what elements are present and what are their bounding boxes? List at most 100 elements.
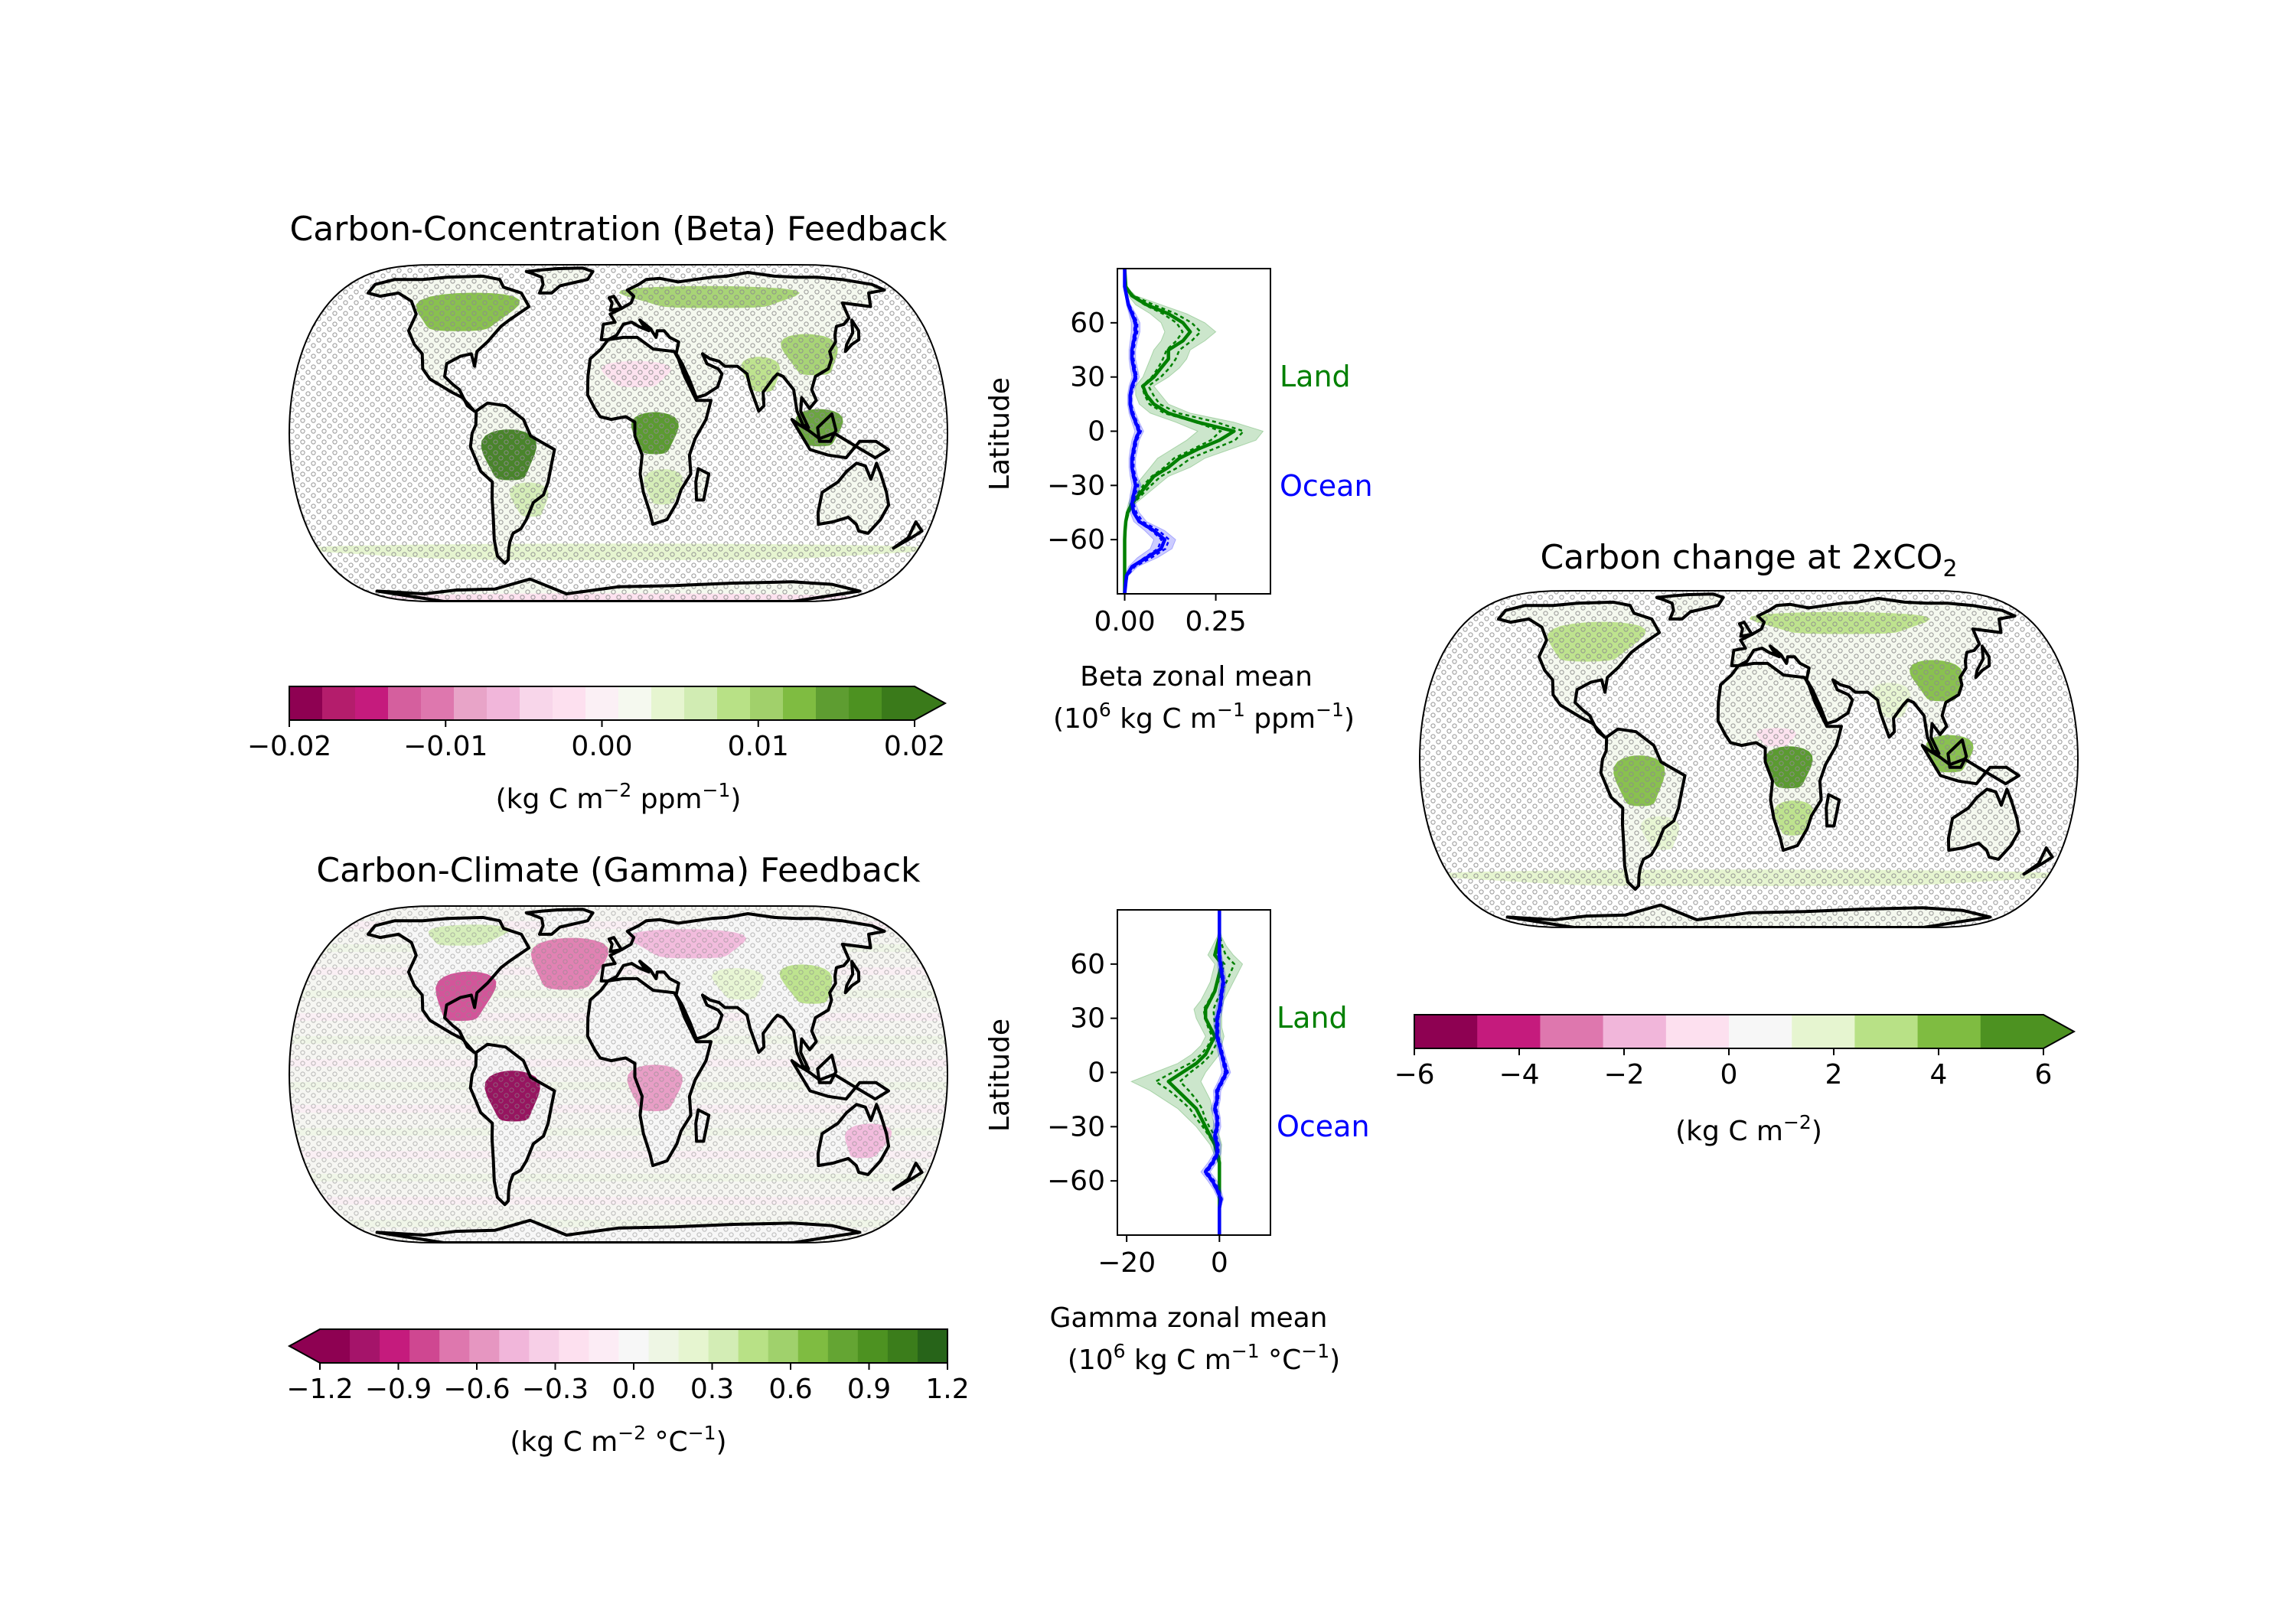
carbon-colorbar: (kg C m−2) −6 −4 −2 0 2 4 6 <box>1394 1014 2076 1147</box>
beta-colorbar-swatch <box>717 686 751 720</box>
carbon-map <box>1418 590 2079 928</box>
coastline-southAmerica <box>468 1042 556 1207</box>
carbon-map-frame <box>1418 590 2079 928</box>
coastline-antarctica <box>1505 903 1992 927</box>
coastline-uk <box>607 295 624 312</box>
beta-colorbar-swatch <box>585 686 619 720</box>
gamma-colorbar-swatch <box>320 1329 351 1363</box>
ocean-mean-line <box>1203 910 1228 1235</box>
gamma-colorbar-swatch <box>589 1329 620 1363</box>
coastline-eurasia <box>599 271 886 429</box>
gamma-colorbar-tick-label: 0.6 <box>768 1374 812 1405</box>
carbon-map-title-main: Carbon change at 2xCO <box>1540 538 1942 577</box>
beta-colorbar-swatch <box>783 686 817 720</box>
beta-colorbar-swatch <box>520 686 553 720</box>
beta-colorbar-tick-label: 0.02 <box>884 731 945 762</box>
gamma-colorbar-tick-label: −0.9 <box>365 1374 432 1405</box>
gamma-colorbar-swatch <box>827 1329 859 1363</box>
beta-colorbar-swatch <box>684 686 718 720</box>
beta-colorbar-extend-arrow <box>915 686 945 720</box>
gamma-colorbar-swatch <box>559 1329 590 1363</box>
gamma-colorbar-swatch <box>409 1329 440 1363</box>
carbon-colorbar-swatch <box>1729 1015 1792 1048</box>
beta-significance-stipple <box>289 265 947 601</box>
carbon-colorbar-swatch <box>1477 1015 1541 1048</box>
gamma-zonal-ylabel: Latitude <box>984 1019 1016 1132</box>
beta-map-field <box>289 265 947 601</box>
coastline-australia <box>816 461 891 535</box>
gamma-significance-stipple <box>289 906 947 1243</box>
coastline-madagascar <box>694 1108 711 1143</box>
coastline-madagascar <box>694 467 711 502</box>
coastline-southAmerica <box>468 401 556 566</box>
y-tick-label: 60 <box>1070 308 1105 339</box>
x-tick-label: 0 <box>1211 1247 1228 1279</box>
beta-colorbar-swatch <box>388 686 422 720</box>
gamma-map-panel: Carbon-Climate (Gamma) Feedback <box>288 851 949 1244</box>
carbon-colorbar-tick-label: 6 <box>2035 1059 2053 1090</box>
x-tick-label: 0.25 <box>1185 606 1246 637</box>
carbon-colorbar-swatch <box>1854 1015 1919 1048</box>
coastline-australia <box>816 1103 891 1176</box>
carbon-colorbar-swatch <box>1603 1015 1667 1048</box>
gamma-colorbar-tick-label: −0.3 <box>522 1374 589 1405</box>
coastline-nz <box>2022 846 2054 876</box>
coastline-antarctica <box>375 1218 862 1243</box>
beta-map-frame <box>288 264 949 602</box>
beta-colorbar-swatch <box>553 686 586 720</box>
coastline-northAmerica <box>1497 600 1662 739</box>
beta-map <box>288 264 949 602</box>
coastline-africa <box>1716 661 1843 852</box>
y-tick-label: −30 <box>1047 1111 1105 1143</box>
gamma-zonal-xlabel: Gamma zonal mean <box>1050 1302 1328 1334</box>
beta-colorbar-swatch <box>487 686 520 720</box>
land-uncertainty-band <box>1124 269 1264 594</box>
coastline-nz <box>892 1162 924 1191</box>
y-tick-label: 60 <box>1070 949 1105 980</box>
beta-colorbar-swatch <box>322 686 356 720</box>
carbon-map-title: Carbon change at 2xCO2 <box>1540 538 1957 582</box>
beta-colorbar-swatch <box>882 686 915 720</box>
coastline-africa <box>585 976 713 1168</box>
gamma-colorbar-swatch <box>738 1329 769 1363</box>
beta-ocean-annotation: Ocean <box>1280 469 1373 503</box>
y-tick-label: 0 <box>1088 1058 1105 1089</box>
coastline-southAmerica <box>1599 727 1687 892</box>
y-tick-label: 30 <box>1070 362 1105 393</box>
gamma-colorbar-swatch <box>678 1329 709 1363</box>
carbon-colorbar-label: (kg C m−2) <box>1675 1111 1822 1147</box>
beta-colorbar-swatch <box>289 686 323 720</box>
carbon-map-title-subscript: 2 <box>1942 556 1957 582</box>
coastline-uk <box>1737 621 1754 638</box>
coastline-eurasia <box>1730 597 2017 755</box>
coastline-eurasia <box>599 912 886 1071</box>
beta-colorbar-swatch <box>750 686 784 720</box>
gamma-map-title: Carbon-Climate (Gamma) Feedback <box>316 851 921 890</box>
land-model-line <box>1124 269 1246 594</box>
gamma-zonal-xlabel-units: (106 kg C m−1 °C−1) <box>1068 1340 1340 1376</box>
carbon-colorbar-swatch <box>1540 1015 1604 1048</box>
coastline-australia <box>1946 787 2021 861</box>
x-tick-label: 0.00 <box>1094 606 1155 637</box>
carbon-colorbar-swatch <box>1980 1015 2044 1048</box>
coastline-indonesia <box>790 418 890 460</box>
coastline-greenland <box>524 908 595 936</box>
coastline-borneo <box>816 1053 838 1084</box>
gamma-colorbar-extend-arrow <box>289 1329 320 1363</box>
beta-colorbar-tick-label: 0.00 <box>571 731 632 762</box>
carbon-map-panel: Carbon change at 2xCO2 <box>1418 538 2079 928</box>
gamma-ocean-annotation: Ocean <box>1277 1110 1370 1143</box>
beta-zonal-plot: Latitude Beta zonal mean (106 kg C m−1 p… <box>984 268 1373 735</box>
gamma-colorbar-swatch <box>887 1329 918 1363</box>
coastline-indonesia <box>1920 744 2020 786</box>
beta-colorbar-tick-label: −0.01 <box>403 731 488 762</box>
gamma-colorbar: (kg C m−2 °C−1) −1.2 −0.9 −0.6 −0.3 0.0 0.3 0.… <box>286 1328 970 1458</box>
gamma-colorbar-swatch <box>380 1329 410 1363</box>
gamma-colorbar-swatch <box>618 1329 650 1363</box>
gamma-colorbar-tick-label: 0.3 <box>690 1374 734 1405</box>
coastline-uk <box>607 936 624 953</box>
coastline-nz <box>892 520 924 550</box>
gamma-colorbar-swatch <box>439 1329 470 1363</box>
beta-colorbar-swatch <box>421 686 455 720</box>
